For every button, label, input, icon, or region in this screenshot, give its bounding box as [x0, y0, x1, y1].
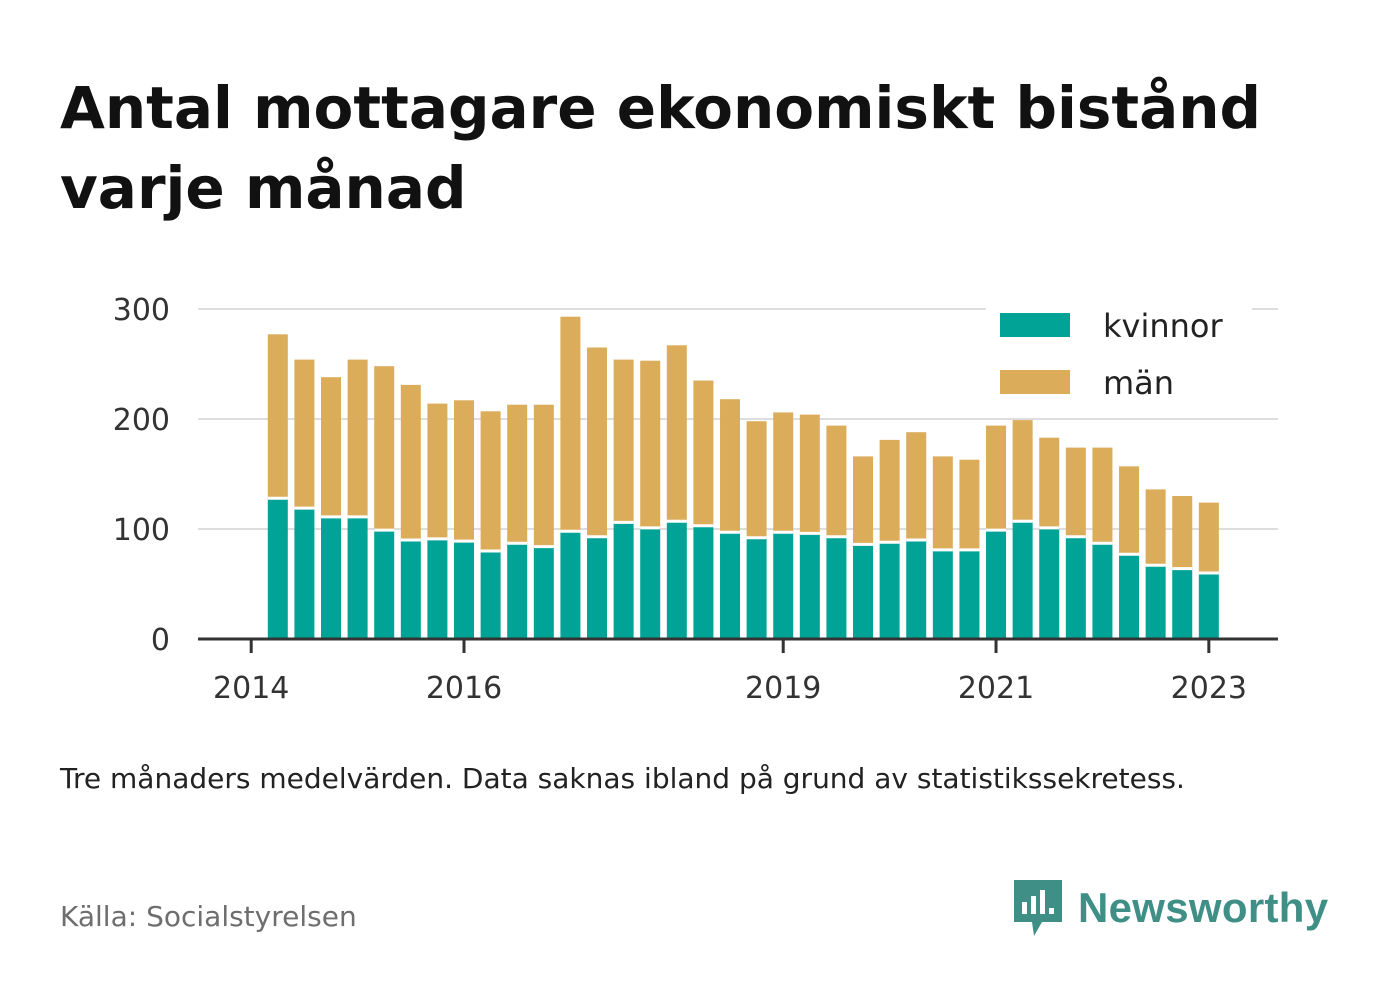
bar-man	[427, 403, 448, 539]
bar-kvinnor	[294, 508, 315, 639]
bar-man	[347, 359, 368, 517]
bar-man	[267, 334, 288, 499]
bar-man	[666, 345, 687, 522]
bar-man	[480, 411, 501, 551]
axes: 0 100 200 300 2014 2016 2019 2021 2023	[113, 293, 1278, 706]
bar-man	[799, 414, 820, 534]
bar-kvinnor	[693, 525, 714, 639]
y-tick-label: 0	[151, 623, 170, 658]
bar-kvinnor	[1012, 521, 1033, 639]
bar-man	[321, 377, 342, 517]
bar-kvinnor	[773, 532, 794, 639]
bar-man	[1198, 502, 1219, 573]
bar-kvinnor	[986, 530, 1007, 639]
bar-man	[587, 347, 608, 537]
x-tick-label: 2014	[213, 671, 289, 706]
x-tick-label: 2019	[745, 671, 821, 706]
bar-man	[1039, 437, 1060, 528]
bar-kvinnor	[799, 533, 820, 639]
bar-kvinnor	[347, 516, 368, 639]
bar-kvinnor	[879, 542, 900, 639]
bar-man	[400, 384, 421, 540]
bar-man	[1012, 420, 1033, 522]
bar-kvinnor	[746, 537, 767, 639]
brand-name: Newsworthy	[1078, 884, 1329, 931]
x-tick-label: 2016	[426, 671, 502, 706]
bar-kvinnor	[1092, 543, 1113, 639]
bar-man	[773, 412, 794, 533]
bar-kvinnor	[1145, 565, 1166, 639]
bar-kvinnor	[613, 522, 634, 639]
bar-kvinnor	[666, 521, 687, 639]
bar-kvinnor	[932, 549, 953, 639]
bar-kvinnor	[587, 536, 608, 639]
bar-man	[826, 425, 847, 537]
bar-man	[1145, 489, 1166, 566]
bar-kvinnor	[826, 536, 847, 639]
legend-label: kvinnor	[1103, 307, 1224, 345]
bar-kvinnor	[454, 541, 475, 639]
chart-area: 0 100 200 300 2014 2016 2019 2021 2023 kvinnor mä…	[113, 293, 1278, 706]
bar-man	[906, 432, 927, 540]
bar-kvinnor	[321, 516, 342, 639]
bar-kvinnor	[720, 532, 741, 639]
bar-kvinnor	[400, 540, 421, 639]
bar-man	[507, 404, 528, 544]
bar-kvinnor	[267, 498, 288, 639]
bar-man	[746, 421, 767, 538]
x-tick-label: 2023	[1171, 671, 1247, 706]
bar-kvinnor	[1065, 536, 1086, 639]
bar-kvinnor	[427, 538, 448, 639]
bar-kvinnor	[374, 530, 395, 639]
legend-swatch	[1000, 313, 1070, 337]
legend-label: män	[1103, 364, 1174, 402]
chart-note: Tre månaders medelvärden. Data saknas ib…	[60, 762, 1185, 795]
bar-man	[879, 439, 900, 543]
y-tick-label: 200	[113, 403, 170, 438]
bar-kvinnor	[959, 549, 980, 639]
bar-kvinnor	[560, 531, 581, 639]
bar-man	[613, 359, 634, 523]
legend-swatch	[1000, 370, 1070, 394]
bar-man	[693, 380, 714, 526]
legend: kvinnor män	[986, 298, 1252, 413]
y-tick-label: 100	[113, 513, 170, 548]
bar-man	[853, 456, 874, 545]
bar-kvinnor	[480, 551, 501, 639]
bar-kvinnor	[1119, 554, 1140, 639]
bar-kvinnor	[1039, 527, 1060, 639]
bar-kvinnor	[533, 546, 554, 639]
bar-man	[1065, 447, 1086, 537]
bar-man	[294, 359, 315, 509]
bar-man	[1092, 447, 1113, 544]
bar-man	[720, 399, 741, 533]
bar-man	[959, 459, 980, 550]
bar-kvinnor	[906, 540, 927, 639]
bar-kvinnor	[507, 543, 528, 639]
newsworthy-logo-icon	[1014, 880, 1062, 936]
bar-kvinnor	[640, 527, 661, 639]
bar-man	[454, 400, 475, 542]
bar-kvinnor	[1172, 568, 1193, 639]
bar-man	[374, 366, 395, 531]
bar-kvinnor	[1198, 573, 1219, 639]
bar-man	[1172, 496, 1193, 569]
y-tick-label: 300	[113, 293, 170, 328]
bar-series	[267, 316, 1219, 639]
bar-man	[986, 425, 1007, 531]
bar-kvinnor	[853, 544, 874, 639]
chart-title: Antal mottagare ekonomiskt bistånd varje…	[60, 74, 1262, 222]
bar-man	[1119, 466, 1140, 555]
brand-logo: Newsworthy	[1012, 878, 1328, 938]
bar-man	[932, 456, 953, 550]
x-tick-label: 2021	[958, 671, 1034, 706]
source-label: Källa: Socialstyrelsen	[60, 900, 357, 933]
bar-man	[560, 316, 581, 532]
bar-man	[533, 404, 554, 547]
bar-man	[640, 360, 661, 528]
